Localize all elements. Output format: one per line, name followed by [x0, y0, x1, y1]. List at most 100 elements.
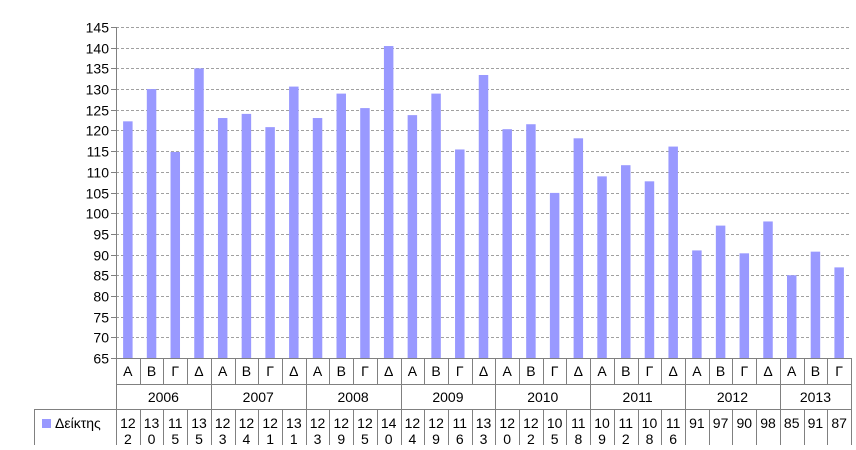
- quarter-label: Β: [811, 363, 820, 379]
- quarter-label: Α: [313, 363, 323, 379]
- data-table-value: 98: [760, 415, 776, 431]
- bar: [146, 89, 157, 358]
- data-table-value: 5: [551, 431, 559, 445]
- quarter-label: Γ: [551, 363, 559, 379]
- y-tick-label: 85: [93, 268, 109, 284]
- bar: [407, 115, 418, 358]
- data-table-value: 12: [333, 415, 349, 431]
- data-table-value: 4: [243, 431, 251, 445]
- quarter-label: Β: [526, 363, 535, 379]
- data-table-value: 8: [574, 431, 582, 445]
- quarter-label: Δ: [763, 363, 772, 379]
- bar: [478, 74, 489, 359]
- data-table-value: 11: [618, 415, 633, 431]
- data-table-value: 8: [646, 431, 654, 445]
- quarter-label: Α: [218, 363, 228, 379]
- year-label: 2009: [432, 389, 463, 405]
- y-tick-label: 130: [86, 82, 110, 98]
- quarter-label: Γ: [646, 363, 654, 379]
- bar: [312, 118, 323, 359]
- data-table-value: 12: [523, 415, 539, 431]
- bar: [786, 275, 797, 358]
- bar: [170, 151, 181, 358]
- y-tick-label: 65: [93, 351, 109, 367]
- bar: [241, 113, 252, 358]
- year-label: 2010: [527, 389, 558, 405]
- data-table-value: 10: [547, 415, 563, 431]
- quarter-label: Δ: [668, 363, 677, 379]
- y-tick-label: 90: [93, 248, 109, 264]
- data-table-value: 0: [503, 431, 511, 445]
- data-table-value: 0: [148, 431, 156, 445]
- quarter-label: Δ: [194, 363, 203, 379]
- y-tick-label: 145: [86, 20, 110, 36]
- bar: [549, 192, 560, 358]
- quarter-label: Α: [123, 363, 133, 379]
- quarter-label: Γ: [740, 363, 748, 379]
- data-table-value: 13: [191, 415, 207, 431]
- legend-label: Δείκτης: [55, 415, 101, 431]
- y-tick-label: 100: [86, 206, 110, 222]
- bar: [692, 250, 702, 358]
- quarter-label: Δ: [574, 363, 583, 379]
- data-table-value: 11: [168, 415, 183, 431]
- bar: [763, 221, 773, 358]
- bar: [194, 68, 204, 358]
- data-table-value: 14: [381, 415, 397, 431]
- quarter-label: Β: [621, 363, 630, 379]
- data-table-value: 10: [594, 415, 610, 431]
- y-tick-label: 135: [86, 61, 110, 77]
- y-tick-label: 105: [86, 186, 110, 202]
- year-label: 2007: [243, 389, 274, 405]
- data-table-value: 12: [310, 415, 326, 431]
- quarter-label: Γ: [456, 363, 464, 379]
- bar: [289, 86, 299, 358]
- bar: [383, 46, 394, 358]
- quarter-label: Γ: [361, 363, 369, 379]
- data-table-value: 4: [408, 431, 416, 445]
- data-table-value: 2: [622, 431, 630, 445]
- year-label: 2006: [148, 389, 179, 405]
- quarter-label: Α: [597, 363, 607, 379]
- data-table-value: 9: [337, 431, 345, 445]
- data-table-value: 5: [171, 431, 179, 445]
- quarter-label: Δ: [289, 363, 298, 379]
- quarter-label: Γ: [835, 363, 843, 379]
- bar: [573, 138, 584, 358]
- y-tick-label: 115: [87, 144, 110, 160]
- bar: [644, 181, 655, 358]
- quarter-label: Γ: [171, 363, 179, 379]
- y-tick-label: 75: [93, 310, 109, 326]
- bar: [526, 124, 536, 358]
- data-table-value: 87: [831, 415, 847, 431]
- data-table-value: 0: [385, 431, 393, 445]
- quarter-label: Δ: [384, 363, 393, 379]
- y-tick-label: 125: [86, 103, 110, 119]
- quarter-label: Α: [408, 363, 418, 379]
- quarter-label: Β: [716, 363, 725, 379]
- data-table-value: 3: [219, 431, 227, 445]
- data-table-value: 12: [120, 415, 136, 431]
- data-table-value: 6: [456, 431, 464, 445]
- data-table-value: 12: [262, 415, 278, 431]
- data-table-value: 6: [669, 431, 677, 445]
- y-tick-label: 140: [86, 41, 110, 57]
- legend-swatch: [42, 419, 51, 428]
- y-tick-label: 70: [93, 330, 109, 346]
- year-label: 2013: [800, 389, 831, 405]
- data-table-value: 5: [195, 431, 203, 445]
- data-table-value: 12: [428, 415, 444, 431]
- data-table-value: 3: [314, 431, 322, 445]
- data-table-value: 5: [361, 431, 369, 445]
- data-table-value: 11: [453, 415, 468, 431]
- year-label: 2012: [717, 389, 748, 405]
- quarter-label: Β: [147, 363, 156, 379]
- bar: [265, 127, 275, 358]
- quarter-label: Α: [503, 363, 513, 379]
- bar: [597, 176, 607, 358]
- data-table-value: 12: [239, 415, 255, 431]
- data-table-value: 13: [286, 415, 302, 431]
- data-table-value: 10: [642, 415, 658, 431]
